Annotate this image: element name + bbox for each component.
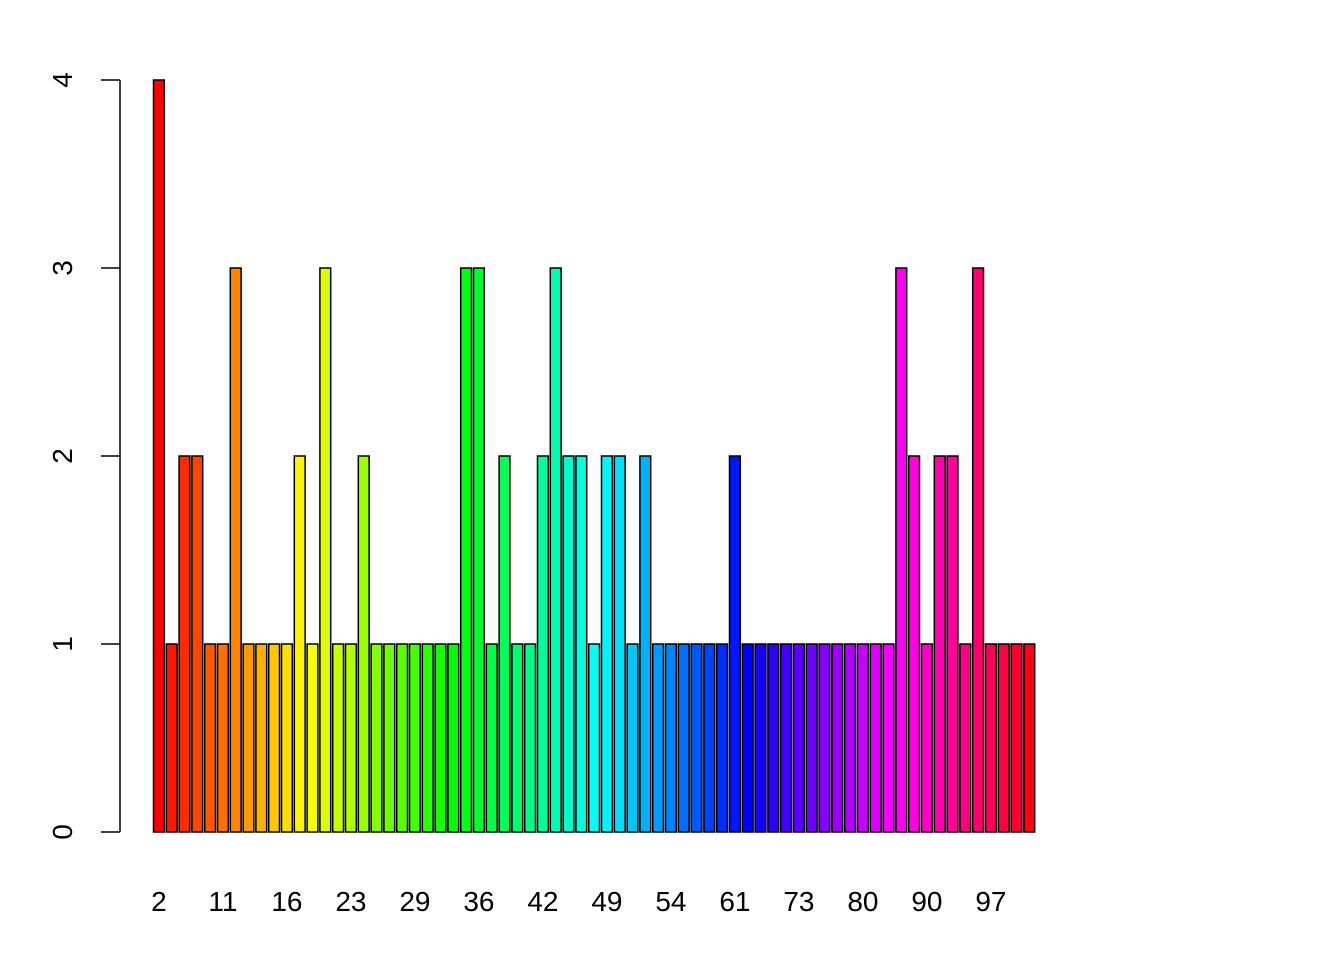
x-axis-labels: 2 11 16 23 29 36 42 49 54 61 73 80 90 97 [151,886,1006,917]
x-tick-label: 80 [847,886,878,917]
x-tick-label: 73 [783,886,814,917]
bar [907,455,921,833]
bar [575,455,588,833]
x-tick-label: 29 [399,886,430,917]
bar [229,267,242,833]
bar [357,455,370,833]
y-tick-label: 4 [47,72,78,88]
bar [971,267,985,833]
bar [856,643,870,833]
bar [831,643,844,833]
bar [741,643,754,833]
bar [472,267,486,833]
bar [549,267,562,833]
bar [191,455,204,833]
bar [152,79,166,833]
bar [664,643,678,833]
bar [421,643,434,833]
bar [498,455,511,833]
bar [754,643,767,833]
bar [511,643,524,833]
bar [536,455,550,833]
y-tick-label: 1 [47,636,78,652]
bar [715,643,729,833]
x-tick-label: 90 [911,886,942,917]
bar [677,643,690,833]
bar [267,643,281,833]
x-tick-label: 97 [975,886,1006,917]
bars-layer [152,79,1036,833]
bar [587,643,601,833]
bar [165,643,178,833]
x-tick-label: 54 [655,886,686,917]
y-tick-label: 0 [47,824,78,840]
bar [383,643,396,833]
bar [984,643,998,833]
y-tick-label: 2 [47,448,78,464]
bar [600,455,614,833]
x-tick-label: 49 [591,886,622,917]
bar [523,643,537,833]
bar [344,643,358,833]
bar [1023,643,1036,833]
x-tick-label: 23 [335,886,366,917]
bar [933,455,946,833]
bar [306,643,319,833]
y-tick-label: 3 [47,260,78,276]
bar [485,643,498,833]
bar [203,643,217,833]
bar [331,643,345,833]
bar [920,643,934,833]
bar [459,267,473,833]
bar [280,643,294,833]
x-tick-label: 61 [719,886,750,917]
bar [370,643,383,833]
bar [959,643,972,833]
bar [690,643,703,833]
bar [562,455,575,833]
bar [408,643,422,833]
bar [997,643,1010,833]
x-tick-label: 36 [463,886,494,917]
bar [434,643,447,833]
bar [1010,643,1023,833]
bar [869,643,882,833]
x-tick-label: 11 [208,886,237,917]
bar [447,643,460,833]
bar [818,643,831,833]
x-tick-label: 16 [271,886,302,917]
bar [792,643,806,833]
bar [639,455,652,833]
bar [805,643,818,833]
bar [703,643,716,833]
bar [767,643,780,833]
bar [242,643,255,833]
bar [255,643,268,833]
bar [946,455,959,833]
bar [626,643,639,833]
x-tick-label: 42 [527,886,558,917]
bar [216,643,230,833]
bar [178,455,191,833]
bar [882,643,895,833]
bar [728,455,742,833]
bar [843,643,857,833]
x-tick-label: 2 [151,886,167,917]
bar [651,643,665,833]
y-axis: 0 1 2 3 4 [47,72,121,840]
bar [895,267,908,833]
bar [319,267,332,833]
bar [613,455,626,833]
bar [779,643,793,833]
bar [395,643,409,833]
bar [293,455,306,833]
